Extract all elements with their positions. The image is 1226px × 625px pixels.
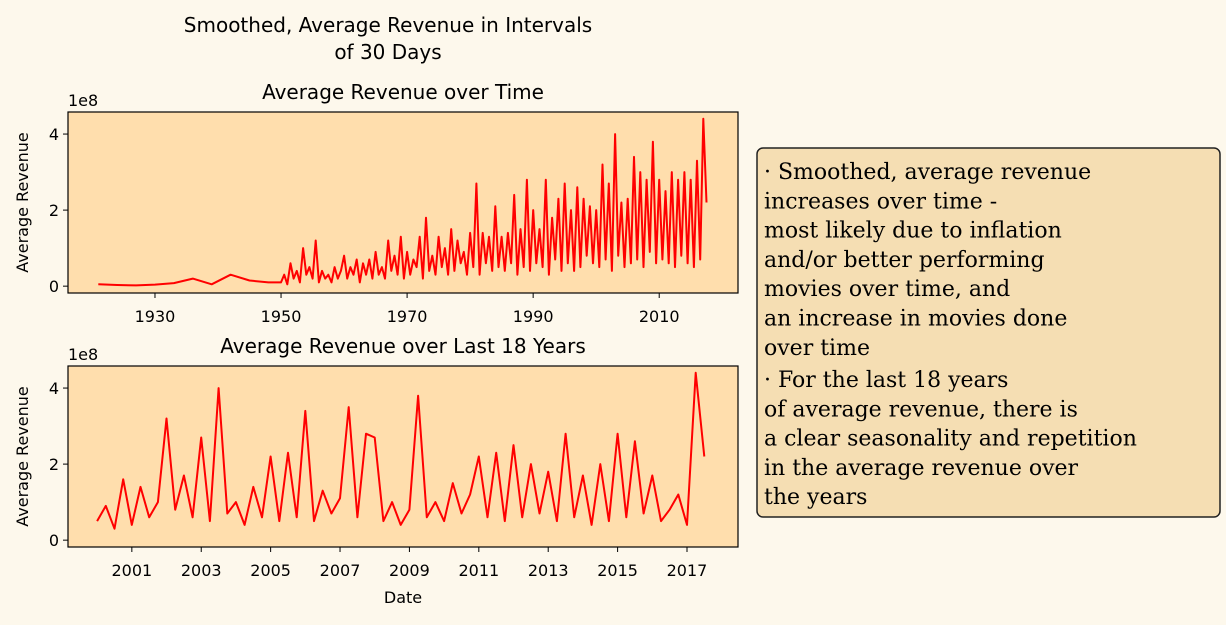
x-axis-label: Date <box>384 588 422 607</box>
annotation-line: a clear seasonality and repetition <box>764 427 1137 452</box>
x-tick-label: 2010 <box>639 307 680 326</box>
y-tick-label: 2 <box>49 201 59 220</box>
x-tick-label: 2001 <box>111 561 152 580</box>
suptitle: Smoothed, Average Revenue in Intervals <box>184 13 592 37</box>
y-tick-label: 2 <box>49 455 59 474</box>
x-tick-label: 2011 <box>458 561 499 580</box>
annotation-line: the years <box>764 485 867 510</box>
annotation-line: increases over time - <box>764 189 997 214</box>
y-tick-label: 4 <box>49 125 59 144</box>
x-tick-label: 1970 <box>387 307 428 326</box>
y-tick-label: 0 <box>49 277 59 296</box>
suptitle: of 30 Days <box>334 40 441 64</box>
x-tick-label: 2003 <box>181 561 222 580</box>
data-line <box>96 371 706 530</box>
x-tick-label: 1990 <box>513 307 554 326</box>
annotation-box <box>756 147 1221 518</box>
annotation-line: movies over time, and <box>764 277 1010 302</box>
y-tick-label: 4 <box>49 379 59 398</box>
x-tick-label: 2009 <box>389 561 430 580</box>
offset-label: 1e8 <box>68 345 98 364</box>
y-axis-label: Average Revenue <box>13 386 32 526</box>
annotation-line: most likely due to inflation <box>764 219 1062 244</box>
annotation-line: over time <box>764 336 870 361</box>
x-tick-label: 2015 <box>597 561 638 580</box>
x-tick-label: 2017 <box>667 561 708 580</box>
plot-frame <box>67 111 739 294</box>
annotation-line: · For the last 18 years <box>764 368 1008 393</box>
annotation-line: an increase in movies done <box>764 307 1067 332</box>
x-tick-label: 1950 <box>261 307 302 326</box>
chart-title: Average Revenue over Last 18 Years <box>220 334 586 358</box>
annotation-line: and/or better performing <box>764 248 1045 273</box>
y-tick-label: 0 <box>49 531 59 550</box>
data-line <box>98 117 708 287</box>
annotation-line: in the average revenue over <box>764 456 1079 481</box>
chart-title: Average Revenue over Time <box>262 80 544 104</box>
x-tick-label: 1930 <box>135 307 176 326</box>
x-tick-label: 2007 <box>320 561 361 580</box>
annotation-line: · Smoothed, average revenue <box>764 160 1091 185</box>
annotation-line: of average revenue, there is <box>764 397 1078 422</box>
x-tick-label: 2005 <box>250 561 291 580</box>
x-tick-label: 2013 <box>528 561 569 580</box>
plot-frame <box>67 365 739 548</box>
offset-label: 1e8 <box>68 91 98 110</box>
y-axis-label: Average Revenue <box>13 132 32 272</box>
